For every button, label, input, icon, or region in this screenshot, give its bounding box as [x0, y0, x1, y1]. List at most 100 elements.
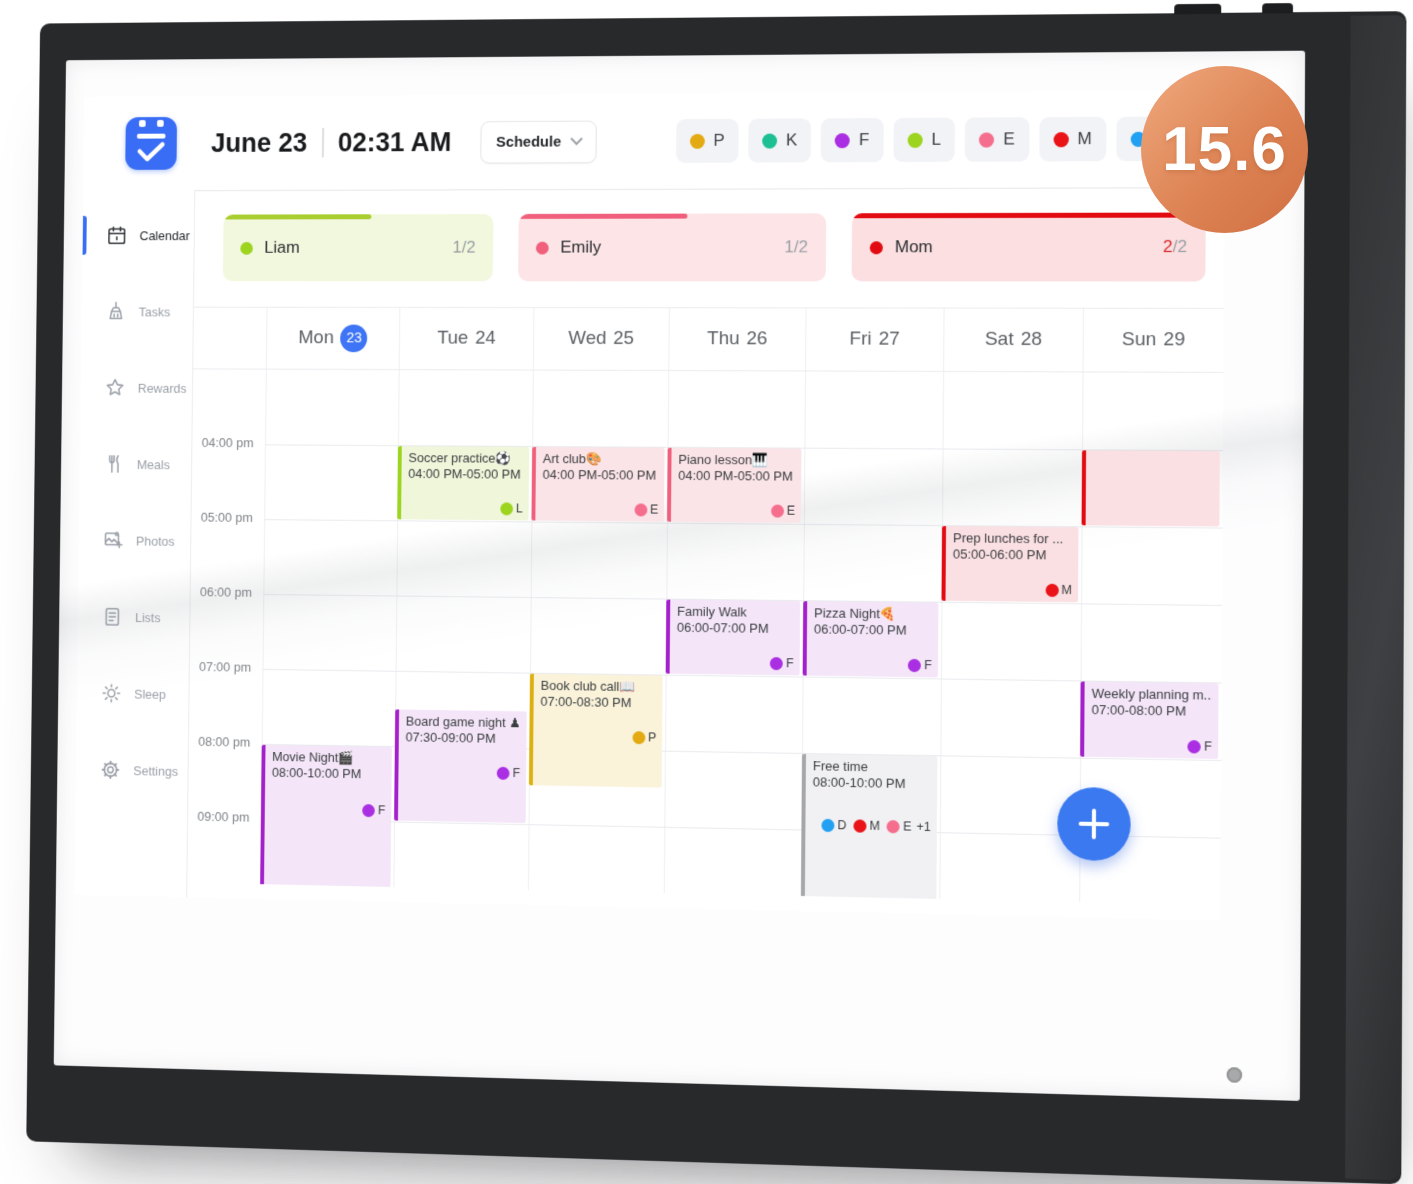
- screen-size-badge: 15.6: [1141, 66, 1308, 233]
- time-text: 02:31 AM: [338, 127, 452, 158]
- lists-icon: [102, 606, 123, 628]
- member-dot: [979, 132, 994, 147]
- event-attendees: D M E +1: [816, 817, 931, 835]
- event-board-game-night[interactable]: Board game night ♟ 07:30-09:00 PM F: [394, 709, 527, 823]
- time-label: 04:00 pm: [192, 435, 253, 450]
- member-chip-f[interactable]: F: [821, 118, 884, 162]
- event-time: 04:00 PM-05:00 PM: [408, 466, 523, 483]
- meals-icon: [104, 453, 125, 475]
- event-time: 05:00-06:00 PM: [953, 546, 1072, 563]
- event-title: Prep lunches for ...: [953, 530, 1072, 547]
- member-chip-k[interactable]: K: [748, 118, 811, 162]
- power-button: [1174, 4, 1221, 15]
- sidebar-item-calendar[interactable]: Calendar: [83, 214, 195, 257]
- member-chip-l[interactable]: L: [893, 118, 955, 162]
- member-chip-p[interactable]: P: [676, 119, 739, 163]
- event-weekly-planning[interactable]: Weekly planning m... 07:00-08:00 PM F: [1080, 681, 1218, 758]
- screen: June 23 02:31 AM Schedule P K F L E: [54, 51, 1305, 1101]
- view-dropdown-label: Schedule: [496, 133, 561, 150]
- sun-icon: [101, 682, 122, 704]
- summary-card-liam[interactable]: Liam 1/2: [223, 214, 494, 281]
- member-dot: [240, 241, 253, 254]
- member-chip-m[interactable]: M: [1039, 117, 1106, 162]
- member-dot: [907, 132, 922, 147]
- sidebar-item-label: Meals: [137, 457, 170, 472]
- add-event-button[interactable]: [1057, 787, 1131, 862]
- sidebar-item-lists[interactable]: Lists: [78, 595, 190, 640]
- event-title: Pizza Night🍕: [814, 605, 932, 622]
- summary-card-emily[interactable]: Emily 1/2: [518, 213, 826, 281]
- event-attendees: F: [765, 656, 794, 672]
- broom-icon: [105, 301, 126, 323]
- event-attendees: E: [766, 503, 795, 519]
- event-art-club[interactable]: Art club🎨 04:00 PM-05:00 PM E: [531, 447, 664, 522]
- sidebar-item-label: Settings: [133, 763, 178, 779]
- sidebar-item-label: Rewards: [138, 380, 187, 395]
- event-title: Free time: [813, 758, 931, 776]
- event-free-time[interactable]: Free time 08:00-10:00 PM D M E +1: [801, 754, 938, 905]
- plus-icon: [1079, 808, 1110, 839]
- event-untitled-sun[interactable]: [1082, 450, 1220, 526]
- sidebar: Calendar Tasks Rewards: [75, 190, 195, 897]
- member-filter-chips: P K F L E M D: [676, 116, 1182, 163]
- sidebar-item-sleep[interactable]: Sleep: [77, 671, 189, 716]
- event-attendees: F: [358, 803, 386, 819]
- event-time: 04:00 PM-05:00 PM: [678, 468, 795, 485]
- sidebar-item-label: Photos: [136, 533, 175, 548]
- attendee-dot: [853, 819, 866, 832]
- member-dot: [536, 241, 549, 254]
- time-label: 09:00 pm: [188, 809, 249, 825]
- sidebar-item-settings[interactable]: Settings: [76, 748, 188, 793]
- calendar-app: June 23 02:31 AM Schedule P K F L E: [75, 90, 1225, 921]
- task-count: 2/2: [1163, 237, 1187, 257]
- event-piano-lesson[interactable]: Piano lesson🎹 04:00 PM-05:00 PM E: [667, 448, 801, 523]
- time-label: 06:00 pm: [191, 584, 252, 599]
- event-title: Piano lesson🎹: [678, 452, 795, 469]
- sidebar-item-photos[interactable]: Photos: [79, 518, 191, 562]
- camera-icon: [1227, 1067, 1243, 1083]
- member-dot: [762, 133, 777, 148]
- date-text: June 23: [211, 128, 308, 159]
- sidebar-item-label: Calendar: [140, 228, 190, 243]
- sidebar-item-tasks[interactable]: Tasks: [82, 290, 194, 333]
- date-time: June 23 02:31 AM: [211, 127, 452, 159]
- member-name: Mom: [895, 237, 933, 257]
- time-label: 08:00 pm: [189, 734, 250, 750]
- event-title: Board game night ♟: [406, 714, 521, 732]
- attendee-dot: [1188, 740, 1201, 753]
- event-time: 08:00-10:00 PM: [813, 774, 931, 792]
- member-chip-e[interactable]: E: [965, 117, 1029, 162]
- divider: [321, 128, 323, 157]
- member-name: Liam: [264, 238, 300, 258]
- event-soccer-practice[interactable]: Soccer practice⚽ 04:00 PM-05:00 PM L: [397, 446, 529, 520]
- sidebar-item-meals[interactable]: Meals: [80, 442, 192, 486]
- summary-card-mom[interactable]: Mom 2/2: [852, 213, 1206, 282]
- event-title: Movie Night🎬: [272, 749, 386, 767]
- sidebar-item-label: Lists: [135, 610, 161, 625]
- event-title: Soccer practice⚽: [408, 450, 523, 466]
- event-time: 06:00-07:00 PM: [814, 621, 932, 638]
- chevron-down-icon: [570, 133, 582, 146]
- event-family-walk[interactable]: Family Walk 06:00-07:00 PM F: [666, 600, 801, 676]
- event-attendees: P: [627, 730, 656, 746]
- event-pizza-night[interactable]: Pizza Night🍕 06:00-07:00 PM F: [803, 601, 939, 677]
- attendee-dot: [500, 502, 513, 515]
- event-book-club-call[interactable]: Book club call📖 07:00-08:30 PM P: [529, 674, 663, 788]
- event-attendees: E: [629, 502, 658, 517]
- sidebar-item-rewards[interactable]: Rewards: [81, 366, 193, 410]
- member-name: Emily: [560, 238, 601, 258]
- view-dropdown[interactable]: Schedule: [480, 120, 596, 163]
- attendee-dot: [634, 503, 647, 516]
- attendee-dot: [363, 804, 376, 817]
- event-title: Family Walk: [677, 604, 794, 621]
- event-prep-lunches[interactable]: Prep lunches for ... 05:00-06:00 PM M: [941, 526, 1078, 602]
- event-movie-night[interactable]: Movie Night🎬 08:00-10:00 PM F: [260, 745, 392, 896]
- progress-bar: [224, 214, 372, 219]
